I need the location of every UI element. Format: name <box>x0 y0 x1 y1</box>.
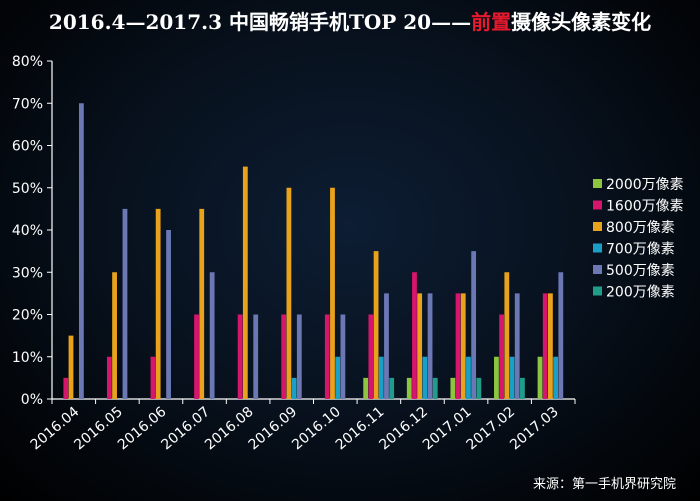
bar-800万像素-2017.03 <box>548 293 553 399</box>
bar-700万像素-2017.01 <box>466 356 471 399</box>
legend-label: 200万像素 <box>606 285 675 301</box>
bar-700万像素-2016.11 <box>378 356 384 399</box>
bar-1600万像素-2016.11 <box>368 314 374 399</box>
bar-800万像素-2016.04 <box>68 335 74 399</box>
bar-700万像素-2016.09 <box>291 377 297 399</box>
bar-500万像素-2017.01 <box>471 251 477 399</box>
bar-1600万像素-2017.03 <box>542 293 548 399</box>
bar-500万像素-2016.11 <box>384 293 389 399</box>
legend-swatch <box>593 286 602 296</box>
bar-800万像素-2016.08 <box>242 166 248 399</box>
legend-swatch <box>593 243 602 253</box>
bar-800万像素-2017.02 <box>504 272 510 399</box>
bar-2000万像素-2017.03 <box>537 356 543 399</box>
bar-800万像素-2016.10 <box>330 187 335 399</box>
y-tick-label: 30% <box>12 265 43 281</box>
legend-swatch <box>593 222 602 231</box>
bar-800万像素-2016.06 <box>155 208 161 399</box>
y-tick-label: 0% <box>21 392 43 408</box>
bar-700万像素-2016.12 <box>422 356 428 399</box>
bar-800万像素-2016.12 <box>417 293 423 399</box>
bar-2000万像素-2016.12 <box>406 377 412 399</box>
bar-1600万像素-2016.08 <box>237 314 243 399</box>
title-prefix: 2016.4—2017.3 中国畅销手机TOP 20—— <box>48 10 472 34</box>
y-tick-label: 50% <box>12 181 43 197</box>
bar-800万像素-2016.07 <box>199 208 205 399</box>
legend-swatch <box>593 265 602 274</box>
bar-1600万像素-2016.10 <box>324 314 330 399</box>
bar-700万像素-2017.03 <box>553 356 559 399</box>
legend-label: 1600万像素 <box>606 199 684 215</box>
bar-200万像素-2016.11 <box>389 377 395 399</box>
bar-500万像素-2016.08 <box>253 314 259 399</box>
bar-800万像素-2016.09 <box>286 187 292 399</box>
bar-500万像素-2016.09 <box>296 314 302 399</box>
y-tick-label: 70% <box>12 96 43 112</box>
bar-1600万像素-2016.05 <box>106 356 112 399</box>
title-suffix: 摄像头像素变化 <box>511 10 652 34</box>
bar-200万像素-2017.02 <box>520 377 525 399</box>
bar-200万像素-2016.12 <box>432 377 438 399</box>
y-tick-label: 60% <box>12 139 43 155</box>
bar-2000万像素-2017.01 <box>450 377 456 399</box>
bar-1600万像素-2016.04 <box>63 377 69 399</box>
bar-2000万像素-2016.11 <box>363 377 369 399</box>
bar-200万像素-2017.01 <box>476 377 482 399</box>
legend-label: 700万像素 <box>606 242 675 258</box>
bar-1600万像素-2017.02 <box>499 314 505 399</box>
bar-500万像素-2016.06 <box>166 230 171 399</box>
bar-1600万像素-2016.07 <box>194 314 199 399</box>
bar-800万像素-2016.11 <box>373 251 379 399</box>
bar-500万像素-2016.07 <box>209 272 215 399</box>
legend-swatch <box>593 200 602 210</box>
bar-500万像素-2016.04 <box>78 103 84 399</box>
legend-label: 500万像素 <box>606 263 675 279</box>
chart-title: 2016.4—2017.3 中国畅销手机TOP 20——前置摄像头像素变化 <box>0 6 700 35</box>
bar-800万像素-2016.05 <box>112 272 117 399</box>
bar-500万像素-2017.02 <box>514 293 520 399</box>
legend-label: 2000万像素 <box>606 177 684 193</box>
source-note: 来源：第一手机界研究院 <box>532 477 676 492</box>
bar-1600万像素-2016.09 <box>281 314 287 399</box>
bar-500万像素-2016.12 <box>427 293 433 399</box>
bar-500万像素-2016.10 <box>340 314 346 399</box>
y-tick-label: 20% <box>12 308 43 324</box>
bar-1600万像素-2016.06 <box>150 356 156 399</box>
bar-700万像素-2017.02 <box>509 356 515 399</box>
title-highlight: 前置 <box>471 10 512 34</box>
y-tick-label: 10% <box>12 350 43 366</box>
bar-800万像素-2017.01 <box>460 293 466 399</box>
bar-2000万像素-2017.02 <box>494 356 499 399</box>
bar-500万像素-2016.05 <box>122 208 128 399</box>
x-tick-label: 2017.03 <box>507 404 562 453</box>
bar-700万像素-2016.10 <box>335 356 341 399</box>
bar-500万像素-2017.03 <box>558 272 564 399</box>
bar-1600万像素-2017.01 <box>455 293 461 399</box>
legend-swatch <box>593 179 602 188</box>
y-tick-label: 80% <box>12 54 43 70</box>
bar-1600万像素-2016.12 <box>412 272 417 399</box>
y-tick-label: 40% <box>12 223 43 239</box>
legend-label: 800万像素 <box>606 220 675 236</box>
